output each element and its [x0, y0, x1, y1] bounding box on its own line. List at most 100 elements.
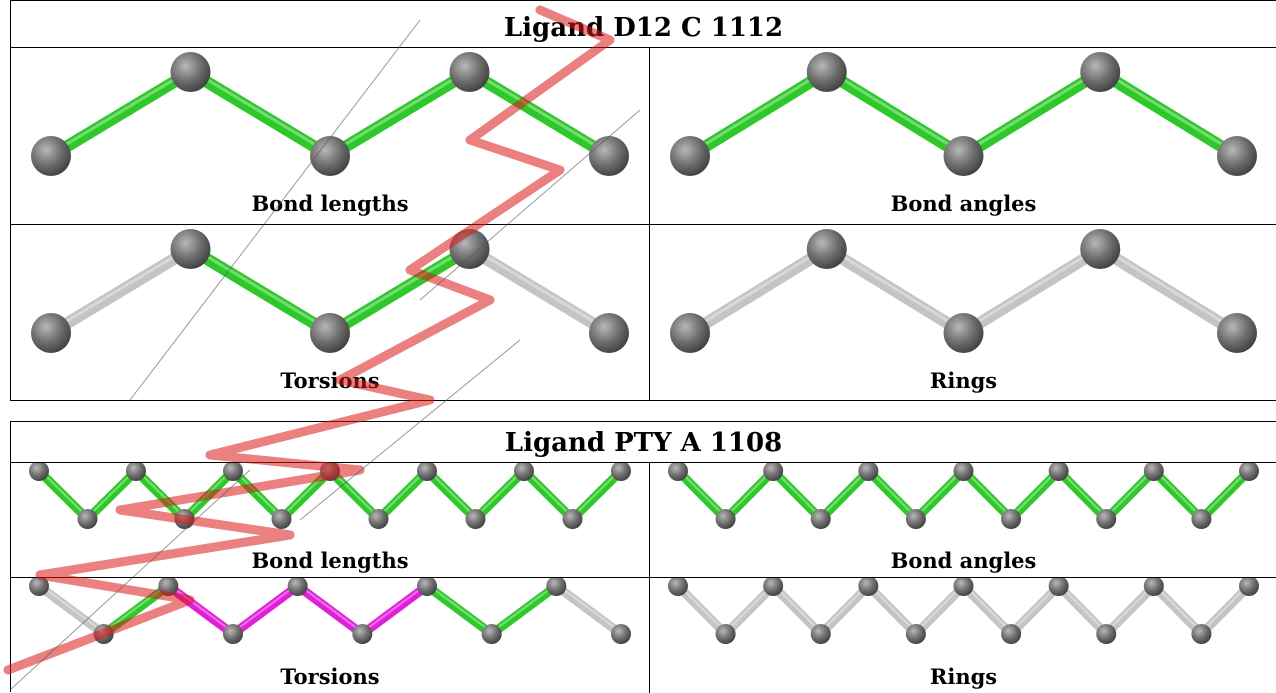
ligand-title: Ligand PTY A 1108 [504, 428, 783, 458]
bond [83, 466, 141, 524]
bond [357, 581, 432, 639]
atom [1096, 509, 1117, 529]
bond-highlight [867, 468, 917, 518]
bond-highlight [50, 68, 192, 155]
bond [820, 243, 970, 339]
bond-highlight [819, 583, 870, 633]
atom [763, 463, 784, 481]
bond-highlight [1105, 583, 1155, 633]
molecule-view [668, 578, 1259, 644]
panel-caption: Torsions [280, 664, 380, 689]
bond [957, 66, 1107, 162]
bond [1101, 466, 1159, 524]
bond [184, 66, 336, 162]
atom [31, 313, 71, 353]
atom [1239, 578, 1259, 596]
bond [228, 466, 286, 524]
bond-highlight [50, 245, 192, 332]
bond [1094, 66, 1243, 162]
atom [170, 229, 211, 269]
panel-torsions: Torsions [11, 578, 649, 693]
atom [465, 509, 486, 529]
atom [943, 313, 984, 353]
atom [271, 509, 292, 529]
bond [959, 466, 1016, 524]
bond-highlight [962, 68, 1102, 155]
bond [911, 581, 968, 639]
bond [325, 466, 383, 524]
atom [611, 463, 631, 481]
bond [228, 581, 303, 639]
bond-highlight [724, 583, 774, 633]
bond-highlight [102, 583, 170, 634]
atom [1191, 509, 1212, 529]
bond-highlight [689, 245, 828, 332]
atom [1048, 463, 1069, 481]
atom [77, 509, 98, 529]
atom [310, 313, 350, 353]
bond-highlight [296, 583, 364, 634]
atom [953, 578, 974, 596]
panel-caption: Bond lengths [251, 548, 409, 573]
bond [293, 581, 367, 639]
bond [422, 466, 480, 524]
bond [1054, 466, 1111, 524]
bond [324, 66, 476, 162]
bond-highlight [329, 245, 471, 332]
atom [562, 509, 583, 529]
atom [810, 624, 831, 644]
atom [1001, 509, 1022, 529]
atom [589, 136, 629, 176]
atom [806, 52, 847, 92]
atom [806, 229, 847, 269]
panel-torsions: Torsions [11, 225, 649, 401]
bond-highlight [962, 583, 1012, 633]
bond [374, 466, 432, 524]
bond-highlight [1099, 68, 1238, 155]
atom [1191, 624, 1212, 644]
panel-rings: Rings [650, 578, 1276, 693]
bond-highlight [772, 583, 822, 633]
bond-highlight [1057, 468, 1108, 518]
bond [1094, 243, 1243, 339]
bond [184, 243, 336, 339]
bond [1149, 466, 1206, 524]
bond [422, 581, 497, 639]
atom [905, 624, 926, 644]
bond [551, 581, 626, 639]
bond [277, 466, 335, 524]
atom [352, 624, 373, 644]
bond [768, 581, 826, 639]
atom [943, 136, 984, 176]
atom [1217, 136, 1257, 176]
bond-highlight [232, 583, 299, 634]
atom [1080, 52, 1121, 92]
atom [1048, 578, 1069, 596]
divider [11, 224, 1276, 225]
atom [953, 463, 974, 481]
bond [1149, 581, 1206, 639]
bond-highlight [1010, 583, 1060, 633]
molecule-view [670, 52, 1257, 176]
bond [1101, 581, 1159, 639]
bond [568, 466, 626, 524]
bond [684, 243, 833, 339]
bond [863, 581, 921, 639]
bond-highlight [468, 68, 610, 155]
atom [810, 509, 831, 529]
bond-highlight [677, 583, 727, 633]
bond [1006, 466, 1064, 524]
bond-highlight [962, 245, 1102, 332]
atom [449, 229, 490, 269]
bond-highlight [167, 583, 234, 634]
bond [131, 466, 189, 524]
bond-highlight [825, 68, 965, 155]
atom [715, 509, 736, 529]
bond [34, 581, 109, 639]
bond-highlight [962, 468, 1012, 518]
atom [1096, 624, 1117, 644]
atom [310, 136, 350, 176]
bond [487, 581, 561, 639]
ligand-block-2: Ligand PTY A 1108 Bond lengths Bond angl… [10, 421, 1276, 693]
panel-caption: Bond lengths [251, 191, 409, 216]
